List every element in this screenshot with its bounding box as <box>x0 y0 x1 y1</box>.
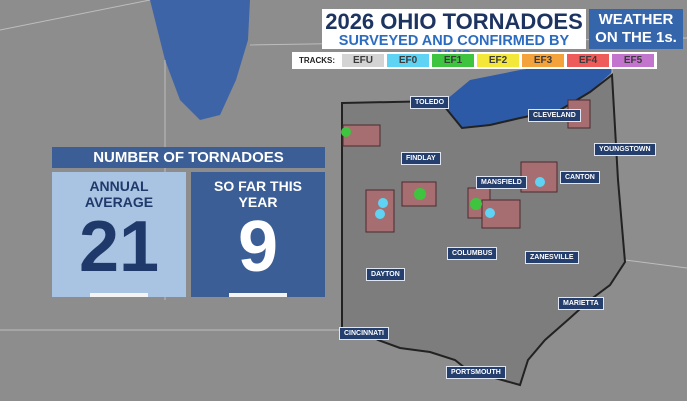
track <box>535 177 545 187</box>
logo-line: WEATHER <box>598 11 674 28</box>
year-value: 9 <box>237 207 279 287</box>
year-box: SO FAR THIS YEAR 9 <box>191 172 325 297</box>
lake-erie <box>440 58 612 128</box>
city-label: PORTSMOUTH <box>446 366 506 379</box>
logo: WEATHER ON THE 1s. <box>589 9 683 49</box>
track-chip: EF2 <box>477 54 519 67</box>
county <box>520 161 558 193</box>
city-label: CANTON <box>560 171 600 184</box>
title-box: 2026 OHIO TORNADOES SURVEYED AND CONFIRM… <box>322 9 586 64</box>
track <box>378 198 388 208</box>
city-label: MARIETTA <box>558 297 604 310</box>
track-chip: EFU <box>342 54 384 67</box>
track <box>485 208 495 218</box>
track-chip: EF0 <box>387 54 429 67</box>
logo-line: ON THE 1s. <box>595 29 677 46</box>
city-label: COLUMBUS <box>447 247 498 260</box>
city-label: ZANESVILLE <box>525 251 579 264</box>
city-label: CINCINNATI <box>339 327 389 340</box>
city-label: DAYTON <box>366 268 405 281</box>
track <box>341 127 351 137</box>
panel-title: NUMBER OF TORNADOES <box>52 147 325 168</box>
annual-value: 21 <box>78 207 160 287</box>
underline <box>90 293 148 297</box>
city-label: TOLEDO <box>410 96 450 109</box>
tracks-legend: TRACKS: EFU EF0 EF1 EF2 EF3 EF4 EF5 <box>292 52 657 69</box>
track-chip: EF3 <box>522 54 564 67</box>
title: 2026 OHIO TORNADOES <box>325 9 583 34</box>
city-label: FINDLAY <box>401 152 441 165</box>
track <box>470 198 482 210</box>
tracks-label: TRACKS: <box>299 56 335 65</box>
track-chip: EF4 <box>567 54 609 67</box>
county <box>481 199 521 229</box>
track-chip: EF5 <box>612 54 654 67</box>
track <box>414 188 426 200</box>
track-chip: EF1 <box>432 54 474 67</box>
annual-box: ANNUAL AVERAGE 21 <box>52 172 186 297</box>
track <box>375 209 385 219</box>
city-label: MANSFIELD <box>476 176 527 189</box>
annual-label: ANNUAL AVERAGE <box>84 178 154 210</box>
underline <box>229 293 287 297</box>
city-label: CLEVELAND <box>528 109 581 122</box>
lake-michigan <box>150 0 250 120</box>
year-label: SO FAR THIS YEAR <box>214 178 302 210</box>
city-label: YOUNGSTOWN <box>594 143 656 156</box>
